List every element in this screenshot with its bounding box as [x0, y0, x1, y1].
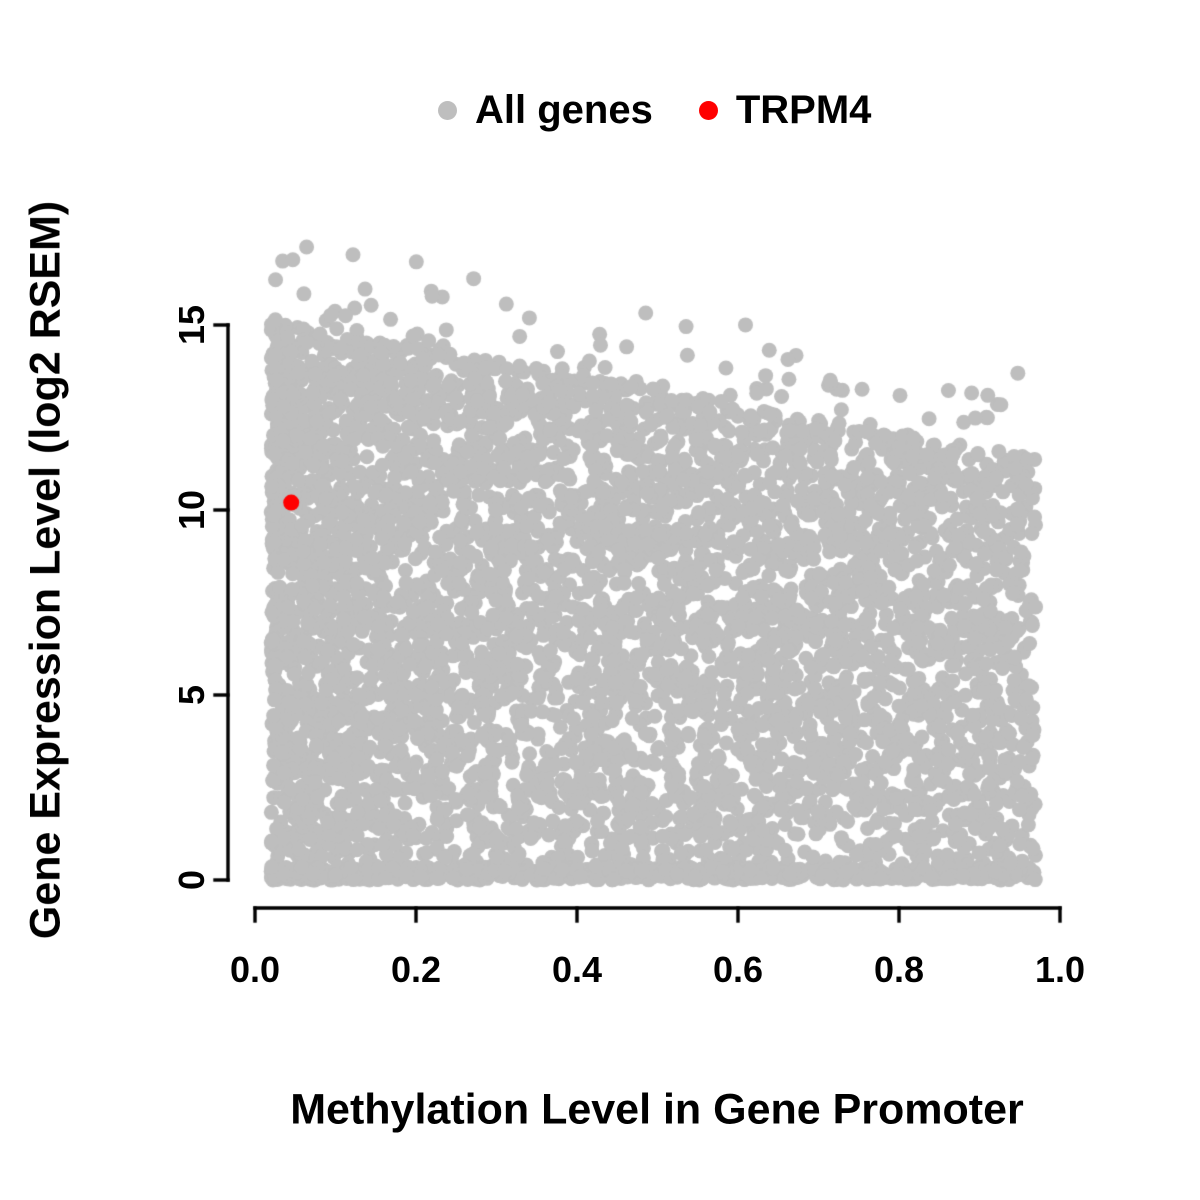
x-tick-label: 0.4	[551, 949, 603, 990]
y-tick-label: 15	[171, 304, 212, 346]
legend: All genes TRPM4	[438, 88, 871, 133]
legend-marker-icon	[698, 101, 718, 120]
legend-label: All genes	[475, 88, 653, 132]
x-tick-label: 0.2	[390, 949, 442, 990]
x-tick-label: 0.8	[873, 949, 925, 990]
y-tick-label: 0	[171, 869, 212, 891]
y-tick-label: 10	[171, 489, 212, 531]
x-axis-label: Methylation Level in Gene Promoter	[290, 1085, 1024, 1134]
y-tick-label: 5	[171, 684, 212, 706]
y-axis-label: Gene Expression Level (log2 RSEM)	[21, 200, 70, 940]
x-tick-label: 1.0	[1034, 949, 1086, 990]
legend-item-trpm4: TRPM4	[698, 88, 872, 133]
x-tick-label: 0.6	[712, 949, 764, 990]
legend-marker-icon	[438, 101, 457, 120]
legend-label: TRPM4	[735, 88, 872, 132]
x-tick-label: 0.0	[229, 949, 281, 990]
legend-item-all-genes: All genes	[438, 88, 653, 133]
